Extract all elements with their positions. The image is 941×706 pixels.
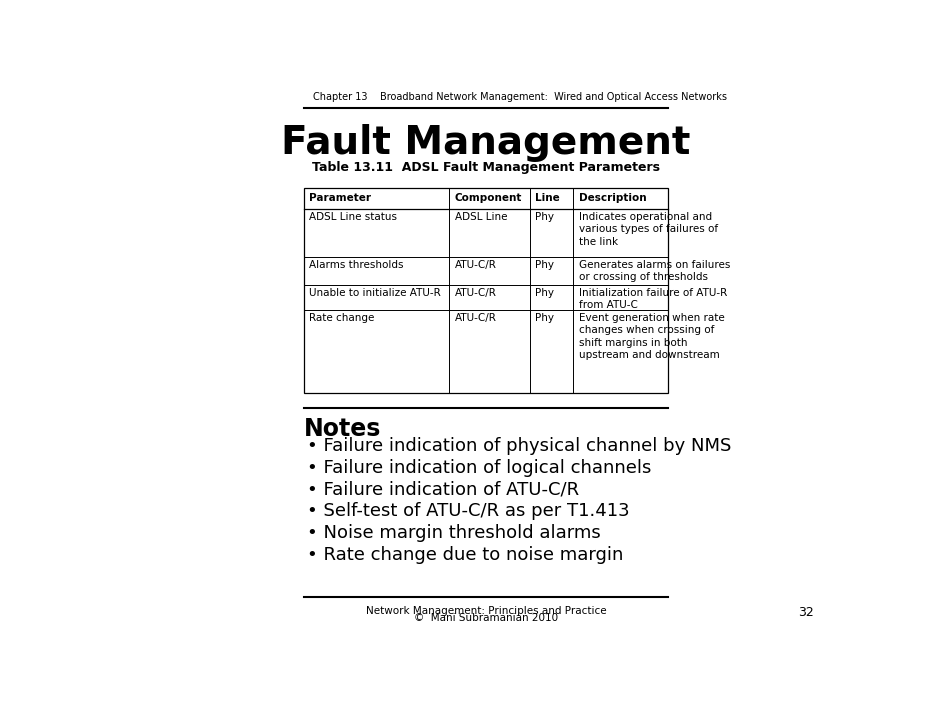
Text: Broadband Network Management:  Wired and Optical Access Networks: Broadband Network Management: Wired and … bbox=[380, 92, 727, 102]
Text: ATU-C/R: ATU-C/R bbox=[455, 313, 497, 323]
Text: • Failure indication of physical channel by NMS: • Failure indication of physical channel… bbox=[307, 437, 731, 455]
Text: Network Management: Principles and Practice: Network Management: Principles and Pract… bbox=[366, 606, 606, 616]
Text: Phy: Phy bbox=[534, 212, 553, 222]
Text: Parameter: Parameter bbox=[309, 193, 371, 203]
Text: • Failure indication of ATU-C/R: • Failure indication of ATU-C/R bbox=[307, 481, 580, 498]
Text: ADSL Line status: ADSL Line status bbox=[309, 212, 397, 222]
Text: Event generation when rate
changes when crossing of
shift margins in both
upstre: Event generation when rate changes when … bbox=[579, 313, 725, 360]
Text: Description: Description bbox=[579, 193, 646, 203]
Text: 32: 32 bbox=[798, 606, 814, 618]
Text: Phy: Phy bbox=[534, 288, 553, 298]
Text: Alarms thresholds: Alarms thresholds bbox=[309, 260, 403, 270]
Text: Fault Management: Fault Management bbox=[281, 124, 691, 162]
Text: Generates alarms on failures
or crossing of thresholds: Generates alarms on failures or crossing… bbox=[579, 260, 730, 282]
Text: Table 13.11  ADSL Fault Management Parameters: Table 13.11 ADSL Fault Management Parame… bbox=[311, 161, 660, 174]
Text: Component: Component bbox=[455, 193, 522, 203]
Text: Chapter 13: Chapter 13 bbox=[313, 92, 368, 102]
Bar bbox=[304, 188, 668, 393]
Text: Unable to initialize ATU-R: Unable to initialize ATU-R bbox=[309, 288, 440, 298]
Text: • Noise margin threshold alarms: • Noise margin threshold alarms bbox=[307, 524, 601, 542]
Text: • Rate change due to noise margin: • Rate change due to noise margin bbox=[307, 546, 624, 563]
Text: Phy: Phy bbox=[534, 313, 553, 323]
Text: • Self-test of ATU-C/R as per T1.413: • Self-test of ATU-C/R as per T1.413 bbox=[307, 502, 630, 520]
Text: ATU-C/R: ATU-C/R bbox=[455, 260, 497, 270]
Text: Phy: Phy bbox=[534, 260, 553, 270]
Text: ADSL Line: ADSL Line bbox=[455, 212, 507, 222]
Text: Indicates operational and
various types of failures of
the link: Indicates operational and various types … bbox=[579, 212, 718, 246]
Text: • Failure indication of logical channels: • Failure indication of logical channels bbox=[307, 459, 651, 477]
Text: Line: Line bbox=[534, 193, 560, 203]
Text: ATU-C/R: ATU-C/R bbox=[455, 288, 497, 298]
Text: Rate change: Rate change bbox=[309, 313, 375, 323]
Text: Initialization failure of ATU-R
from ATU-C: Initialization failure of ATU-R from ATU… bbox=[579, 288, 726, 311]
Text: ©  Mani Subramanian 2010: © Mani Subramanian 2010 bbox=[414, 613, 558, 623]
Text: Notes: Notes bbox=[304, 417, 381, 441]
